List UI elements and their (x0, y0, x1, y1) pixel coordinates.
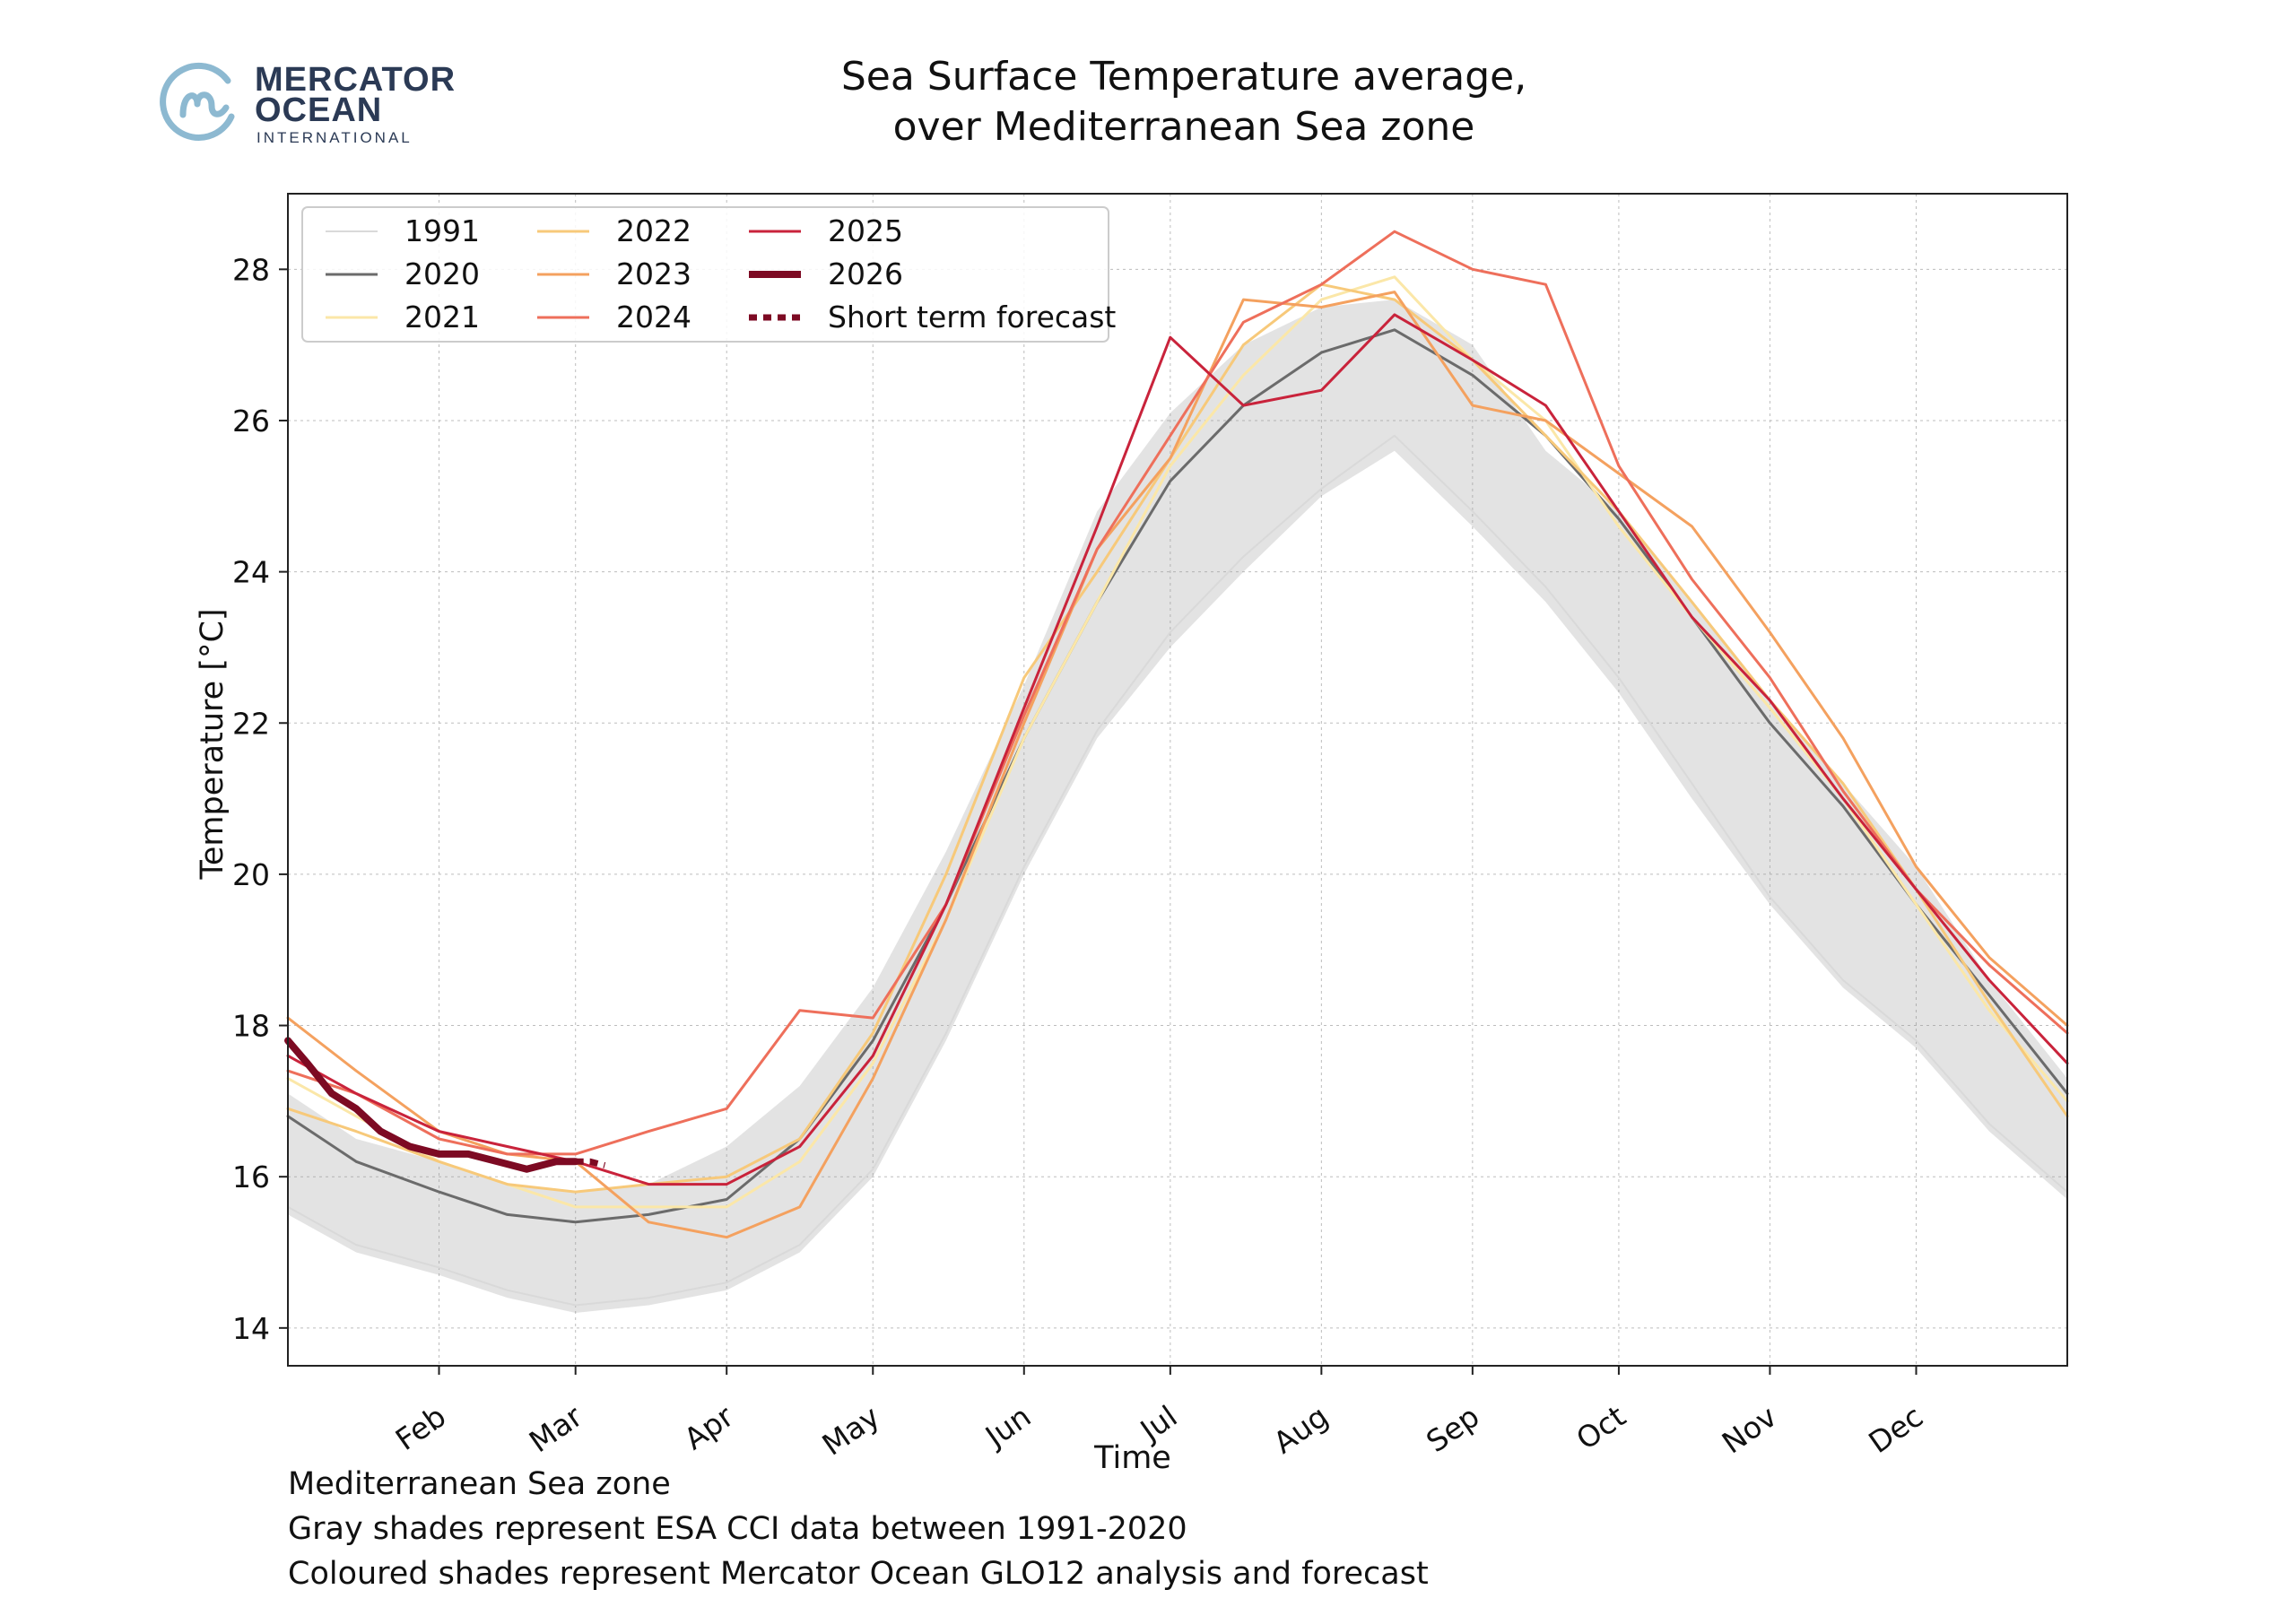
legend-label: Short term forecast (828, 300, 1116, 334)
legend-label: 1991 (404, 213, 480, 248)
chart-title-line-1: Sea Surface Temperature average, (840, 54, 1527, 100)
x-tick-label: Sep (1420, 1399, 1485, 1460)
legend-label: 2024 (616, 300, 691, 334)
footnote-gray-shades: Gray shades represent ESA CCI data betwe… (288, 1511, 1187, 1547)
x-tick-label: Jun (978, 1399, 1037, 1455)
footnotes: Mediterranean Sea zone Gray shades repre… (288, 1462, 1429, 1596)
y-tick-label: 24 (232, 555, 270, 590)
y-tick-label: 26 (232, 404, 270, 439)
legend-label: 2020 (404, 256, 480, 291)
y-tick-label: 22 (232, 706, 270, 741)
x-tick-label: Apr (678, 1398, 740, 1456)
logo-text-ocean: OCEAN (255, 91, 383, 129)
mercator-logo-icon (160, 62, 235, 141)
series-line-2020 (286, 328, 2069, 1224)
mercator-ocean-logo: MERCATOR OCEAN INTERNATIONAL (158, 57, 463, 156)
y-tick-label: 16 (232, 1160, 270, 1194)
x-tick-label: Nov (1716, 1399, 1783, 1461)
series-line-2026 (284, 1037, 579, 1173)
data-series (284, 230, 2069, 1307)
footnote-zone: Mediterranean Sea zone (288, 1466, 671, 1502)
x-tick-label: Aug (1267, 1399, 1335, 1461)
y-tick-label: 20 (232, 857, 270, 892)
x-tick-label: Mar (523, 1398, 589, 1459)
legend: 1991 2020 2021 2022 2023 2024 2025 2026 Short te… (301, 206, 1116, 343)
y-tick-label: 18 (232, 1009, 270, 1044)
y-tick-label: 14 (232, 1311, 270, 1346)
legend-label: 2025 (828, 213, 903, 248)
legend-label: 2023 (616, 256, 691, 291)
logo-text-international: INTERNATIONAL (257, 129, 413, 146)
x-tick-label: Dec (1862, 1399, 1929, 1461)
logo-text-mercator: MERCATOR (255, 61, 457, 99)
chart-title-line-2: over Mediterranean Sea zone (892, 104, 1475, 150)
series-line-2021 (286, 275, 2069, 1209)
x-tick-label: Feb (389, 1399, 452, 1457)
grid-lines (288, 194, 2067, 1366)
x-axis-label: Time (1093, 1440, 1171, 1471)
legend-label: 2026 (828, 256, 903, 291)
climatology-envelope (288, 300, 2067, 1314)
legend-label: 2021 (404, 300, 480, 334)
legend-box (301, 206, 1109, 343)
legend-label: 2022 (616, 213, 691, 248)
x-tick-label: Oct (1570, 1399, 1631, 1457)
series-line-1991 (287, 434, 2068, 1307)
chart-title: Sea Surface Temperature average, over Me… (682, 52, 1686, 152)
climatology-band (288, 300, 2067, 1314)
series-line-short-term-forecast (575, 1158, 606, 1168)
series-line-2024 (286, 230, 2069, 1156)
plot-area-frame (287, 193, 2068, 1367)
x-tick-label: May (816, 1399, 886, 1463)
y-tick-label: 28 (232, 252, 270, 287)
footnote-coloured-shades: Coloured shades represent Mercator Ocean… (288, 1556, 1429, 1592)
y-axis-label: Temperature [°C] (195, 608, 230, 880)
